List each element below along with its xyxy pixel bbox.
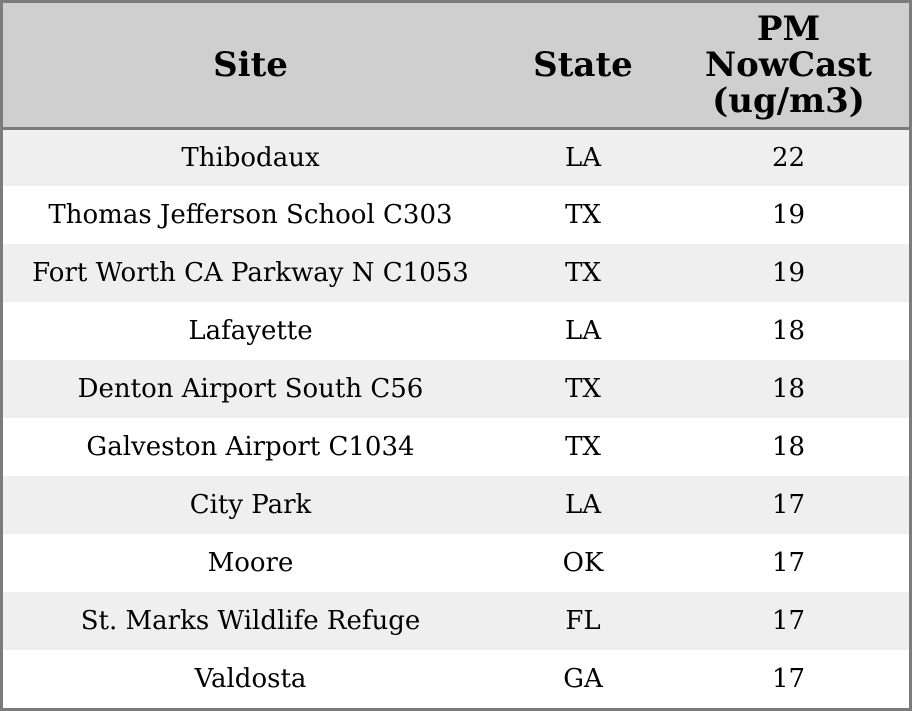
cell-site: Fort Worth CA Parkway N C1053 — [32, 258, 469, 288]
header-pm-line1: PM — [756, 8, 821, 49]
cell-pm: 18 — [771, 432, 806, 462]
table-row: Denton Airport South C56 TX 18 — [3, 360, 909, 418]
header-pm-line2: NowCast — [705, 44, 872, 85]
header-site: Site — [3, 3, 498, 130]
cell-pm: 17 — [771, 664, 806, 694]
cell-pm: 17 — [771, 548, 806, 578]
table-row: Thibodaux LA 22 — [3, 128, 909, 186]
table-header: Site State PM NowCast (ug/m3) — [3, 3, 909, 130]
header-pm-nowcast: PM NowCast (ug/m3) — [668, 3, 909, 130]
cell-pm: 17 — [771, 490, 806, 520]
table-row: Fort Worth CA Parkway N C1053 TX 19 — [3, 244, 909, 302]
cell-state: TX — [565, 200, 601, 230]
cell-state: GA — [563, 664, 603, 694]
header-pm-line3: (ug/m3) — [712, 80, 865, 121]
cell-state: OK — [562, 548, 604, 578]
cell-pm: 19 — [771, 258, 806, 288]
cell-state: LA — [564, 142, 602, 173]
cell-site: St. Marks Wildlife Refuge — [80, 606, 421, 636]
table-row: Valdosta GA 17 — [3, 650, 909, 708]
header-row: Site State PM NowCast (ug/m3) — [3, 3, 909, 130]
cell-site: Thomas Jefferson School C303 — [48, 200, 453, 230]
cell-state: LA — [564, 316, 602, 346]
data-table: Site State PM NowCast (ug/m3) Thibodaux … — [3, 3, 909, 708]
cell-site: Lafayette — [188, 316, 313, 346]
cell-pm: 18 — [771, 374, 806, 404]
table-row: Galveston Airport C1034 TX 18 — [3, 418, 909, 476]
cell-state: LA — [564, 490, 602, 520]
table-row: Moore OK 17 — [3, 534, 909, 592]
cell-state: TX — [565, 432, 601, 462]
header-state: State — [498, 3, 668, 130]
cell-state: TX — [565, 374, 601, 404]
cell-pm: 19 — [771, 200, 806, 230]
cell-site: Valdosta — [194, 664, 307, 694]
table-body: Thibodaux LA 22 Thomas Jefferson School … — [3, 128, 909, 708]
table-row: Thomas Jefferson School C303 TX 19 — [3, 186, 909, 244]
cell-site: Denton Airport South C56 — [77, 374, 424, 404]
cell-pm: 17 — [771, 606, 806, 636]
cell-site: City Park — [189, 490, 312, 520]
table-row: Lafayette LA 18 — [3, 302, 909, 360]
table-row: City Park LA 17 — [3, 476, 909, 534]
cell-state: FL — [565, 606, 601, 636]
table-row: St. Marks Wildlife Refuge FL 17 — [3, 592, 909, 650]
cell-pm: 18 — [771, 316, 806, 346]
cell-site: Galveston Airport C1034 — [86, 432, 415, 462]
cell-pm: 22 — [771, 142, 806, 173]
cell-site: Thibodaux — [181, 142, 320, 173]
cell-state: TX — [565, 258, 601, 288]
cell-site: Moore — [207, 548, 294, 578]
